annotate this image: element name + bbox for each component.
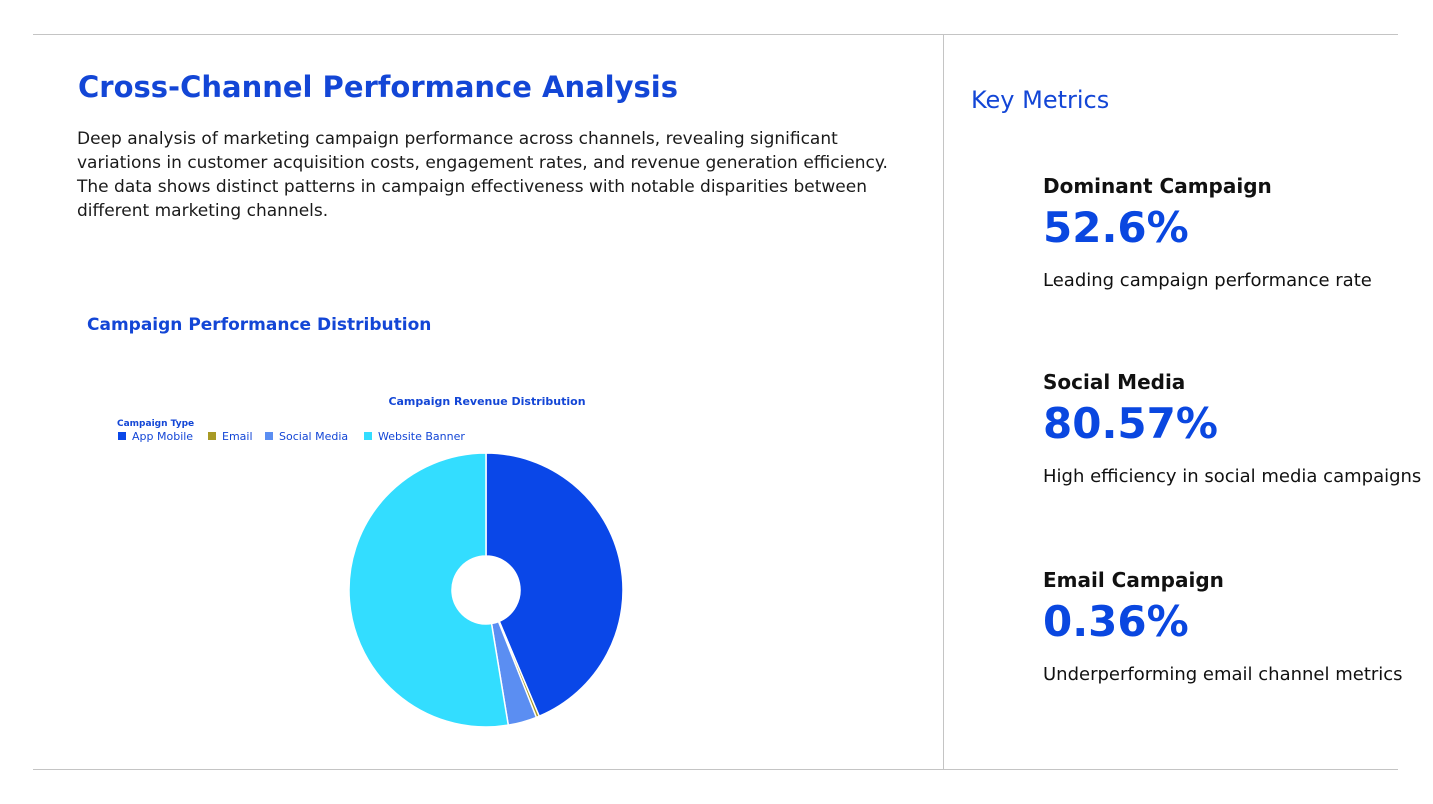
metric-description: High efficiency in social media campaign… (1043, 466, 1422, 487)
legend-item[interactable]: App Mobile (118, 430, 193, 443)
metric-label: Dominant Campaign (1043, 174, 1272, 198)
metric-card-social-media: Social Media 80.57% High efficiency in s… (1043, 370, 1422, 487)
legend-label: Email (222, 430, 253, 443)
chart-title: Campaign Revenue Distribution (388, 395, 585, 408)
bottom-rule (33, 769, 1398, 770)
metric-value: 80.57% (1043, 399, 1218, 448)
metric-value: 52.6% (1043, 203, 1189, 252)
legend-title: Campaign Type (117, 419, 194, 429)
legend-swatch (118, 432, 126, 440)
pie-slice[interactable] (348, 452, 510, 728)
chart-section-heading: Campaign Performance Distribution (87, 315, 432, 335)
metric-card-dominant-campaign: Dominant Campaign 52.6% Leading campaign… (1043, 174, 1403, 291)
metric-label: Social Media (1043, 370, 1186, 394)
pie-chart: Campaign Revenue Distribution Campaign T… (117, 395, 624, 728)
legend-item[interactable]: Website Banner (364, 430, 465, 443)
column-divider (943, 34, 944, 769)
metric-label: Email Campaign (1043, 568, 1224, 592)
legend: App Mobile Email Social Media Website Banne… (118, 430, 465, 443)
legend-swatch (208, 432, 216, 440)
legend-item[interactable]: Social Media (265, 430, 348, 443)
legend-label: Social Media (279, 430, 348, 443)
metric-card-email-campaign: Email Campaign 0.36% Underperforming ema… (1043, 568, 1403, 685)
legend-label: App Mobile (132, 430, 193, 443)
metric-description: Leading campaign performance rate (1043, 270, 1372, 291)
pie-slice[interactable] (485, 452, 624, 717)
metric-value: 0.36% (1043, 597, 1189, 646)
pie-slices (348, 452, 624, 728)
intro-paragraph: Deep analysis of marketing campaign perf… (77, 129, 888, 221)
legend-item[interactable]: Email (208, 430, 253, 443)
key-metrics-title: Key Metrics (971, 86, 1110, 114)
page-title: Cross-Channel Performance Analysis (78, 70, 678, 104)
top-rule (33, 34, 1398, 35)
legend-swatch (364, 432, 372, 440)
metric-description: Underperforming email channel metrics (1043, 664, 1403, 685)
legend-label: Website Banner (378, 430, 465, 443)
legend-swatch (265, 432, 273, 440)
